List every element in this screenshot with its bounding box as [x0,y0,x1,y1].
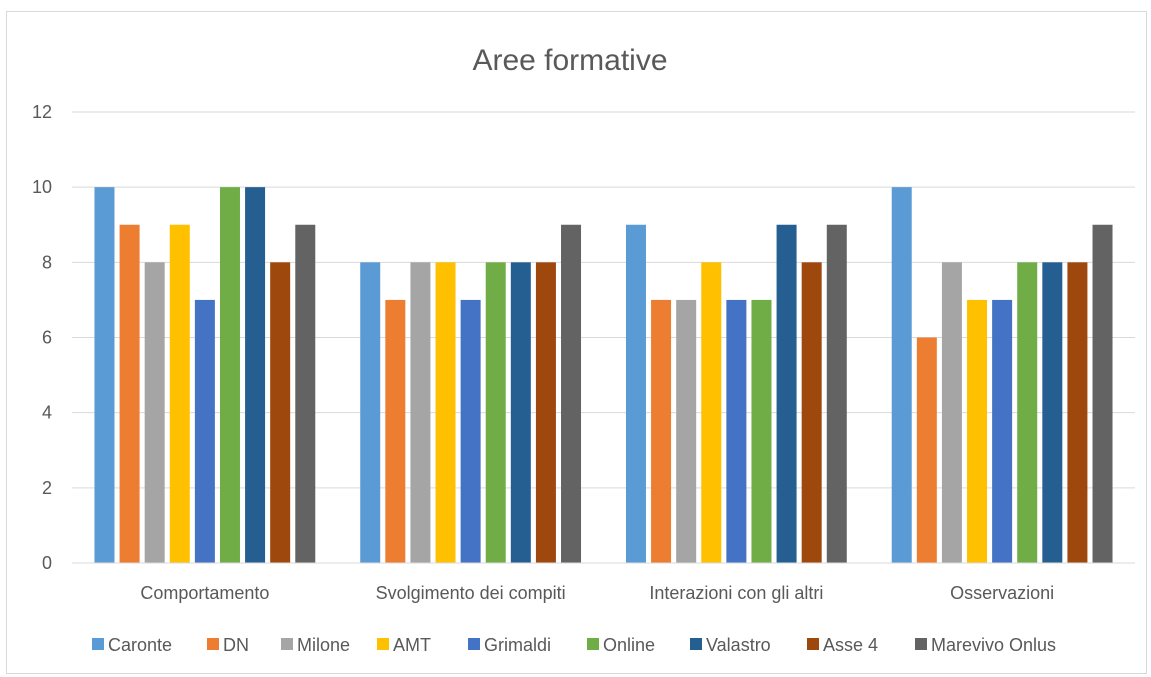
bar-amt-1 [435,262,456,563]
bar-milone-3 [941,262,962,563]
legend-swatch-marevivo-onlus [915,638,927,650]
legend-swatch-amt [377,638,389,650]
bar-amt-0 [169,224,190,563]
x-axis: Comportamento Svolgimento dei compiti Inte… [72,562,1135,603]
legend-label: DN [223,635,249,655]
legend-label: Grimaldi [484,635,551,655]
bar-caronte-3 [891,187,912,563]
bar-online-2 [751,299,772,563]
bar-milone-0 [144,262,165,563]
x-category-label: Interazioni con gli altri [649,583,823,603]
bar-marevivo-onlus-3 [1092,224,1113,563]
legend-label: AMT [393,635,431,655]
legend-label: Valastro [706,635,771,655]
bar-grimaldi-0 [194,299,215,563]
bar-dn-3 [916,337,937,563]
y-tick-label: 0 [42,553,52,573]
bar-asse-4-1 [535,262,556,563]
y-tick-label: 2 [42,478,52,498]
chart-title: Aree formative [472,44,667,77]
bar-milone-1 [410,262,431,563]
legend-swatch-caronte [92,638,104,650]
bar-online-1 [485,262,506,563]
y-tick-label: 8 [42,252,52,272]
bar-caronte-2 [625,224,646,563]
bar-amt-2 [701,262,722,563]
bar-asse-4-2 [801,262,822,563]
bar-valastro-0 [245,187,266,563]
x-category-label: Osservazioni [950,583,1054,603]
x-category-label: Svolgimento dei compiti [376,583,566,603]
bar-online-3 [1017,262,1038,563]
bar-amt-3 [967,299,988,563]
y-tick-label: 10 [32,177,52,197]
legend-label: Asse 4 [823,635,878,655]
bar-dn-0 [119,224,140,563]
y-tick-label: 6 [42,328,52,348]
bar-valastro-2 [776,224,797,563]
bar-asse-4-3 [1067,262,1088,563]
x-category-label: Comportamento [140,583,269,603]
legend-swatch-milone [281,638,293,650]
bar-marevivo-onlus-0 [295,224,316,563]
y-tick-label: 4 [42,403,52,423]
bar-valastro-3 [1042,262,1063,563]
bar-caronte-1 [360,262,381,563]
bar-dn-1 [385,299,406,563]
bar-marevivo-onlus-2 [826,224,847,563]
legend: Caronte DN Milone AMT Grimaldi Online Valastro… [92,635,1056,655]
bars [94,187,1113,563]
legend-label: Caronte [108,635,172,655]
bar-online-0 [219,187,240,563]
bar-milone-2 [676,299,697,563]
legend-swatch-online [587,638,599,650]
bar-valastro-1 [510,262,531,563]
bar-grimaldi-3 [992,299,1013,563]
bar-grimaldi-2 [726,299,747,563]
y-tick-label: 12 [32,102,52,122]
y-axis: 0 2 4 6 8 10 12 [32,102,52,573]
bar-marevivo-onlus-1 [561,224,582,563]
legend-swatch-dn [207,638,219,650]
bar-asse-4-0 [270,262,291,563]
legend-swatch-valastro [690,638,702,650]
legend-label: Marevivo Onlus [931,635,1056,655]
legend-label: Online [603,635,655,655]
bar-grimaldi-1 [460,299,481,563]
legend-swatch-asse-4 [807,638,819,650]
bar-dn-2 [651,299,672,563]
legend-swatch-grimaldi [468,638,480,650]
bar-caronte-0 [94,187,115,563]
legend-label: Milone [297,635,350,655]
